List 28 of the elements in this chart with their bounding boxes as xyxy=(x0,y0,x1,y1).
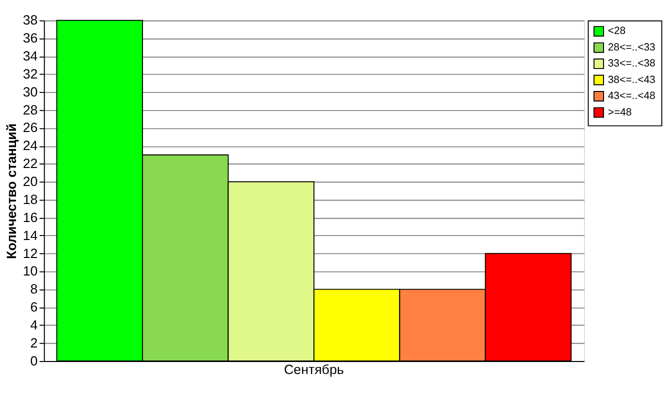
legend-label: <28 xyxy=(608,26,626,38)
y-tick-label: 18 xyxy=(22,192,38,207)
y-tick-label: 26 xyxy=(22,120,38,136)
legend-label: 43<=..<48 xyxy=(608,91,656,102)
y-tick-label: 20 xyxy=(22,174,38,190)
legend-label: 28<=..<33 xyxy=(608,42,656,54)
y-tick-label: 32 xyxy=(22,66,38,82)
y-tick-label: 24 xyxy=(22,138,38,154)
legend-label: 33<=..<38 xyxy=(608,58,656,70)
y-tick-label: 22 xyxy=(22,156,38,172)
y-tick-label: 0 xyxy=(30,353,38,368)
y-tick-label: 28 xyxy=(22,102,38,118)
y-tick-label: 6 xyxy=(30,300,38,315)
y-tick-label: 16 xyxy=(22,210,38,225)
y-tick-label: 2 xyxy=(30,335,38,350)
x-tick-label: Сентябрь xyxy=(284,362,344,377)
legend-label: >=48 xyxy=(608,107,632,118)
y-tick-label: 4 xyxy=(30,317,38,332)
y-tick-label: 34 xyxy=(22,48,38,64)
y-tick-label: 38 xyxy=(22,12,38,28)
legend-label: 38<=..<43 xyxy=(608,74,656,86)
y-tick-label: 14 xyxy=(22,228,38,243)
y-tick-label: 10 xyxy=(22,264,38,279)
y-tick-label: 12 xyxy=(22,246,38,261)
y-tick-label: 8 xyxy=(30,282,38,297)
y-tick-label: 36 xyxy=(22,30,38,46)
y-axis-title: Количество станций xyxy=(4,123,20,259)
y-tick-label: 30 xyxy=(22,84,38,100)
